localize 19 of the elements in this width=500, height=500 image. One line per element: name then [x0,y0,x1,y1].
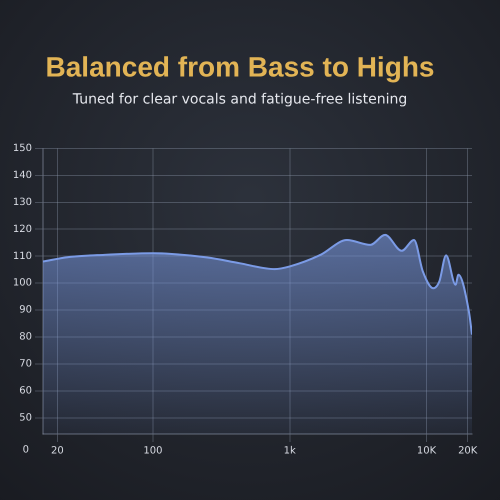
y-tick-label: 90 [19,304,32,316]
y-tick-label: 60 [19,385,32,396]
x-tick-label: 20K [458,446,478,457]
y-tick-label: 110 [12,250,32,262]
x-tick-label: 1k [284,446,296,457]
text: 0 [22,444,29,456]
chart-title: Balanced from Bass to Highs [46,52,434,83]
chart-subtitle: Tuned for clear vocals and fatigue-free listening [72,92,408,108]
y-tick-label: 70 [19,358,32,370]
y-tick-label: 50 [19,412,32,424]
x-tick-label: 20 [51,446,64,457]
y-tick-label: 130 [12,196,32,208]
x-tick-label: 10K [416,446,437,457]
y-tick-label: 80 [19,332,32,343]
x-tick-label: 100 [143,446,163,457]
y-tick-label: 140 [12,170,32,181]
y-tick-label: 150 [12,142,32,154]
y-tick-label: 120 [12,224,32,235]
y-tick-label: 100 [12,278,32,289]
